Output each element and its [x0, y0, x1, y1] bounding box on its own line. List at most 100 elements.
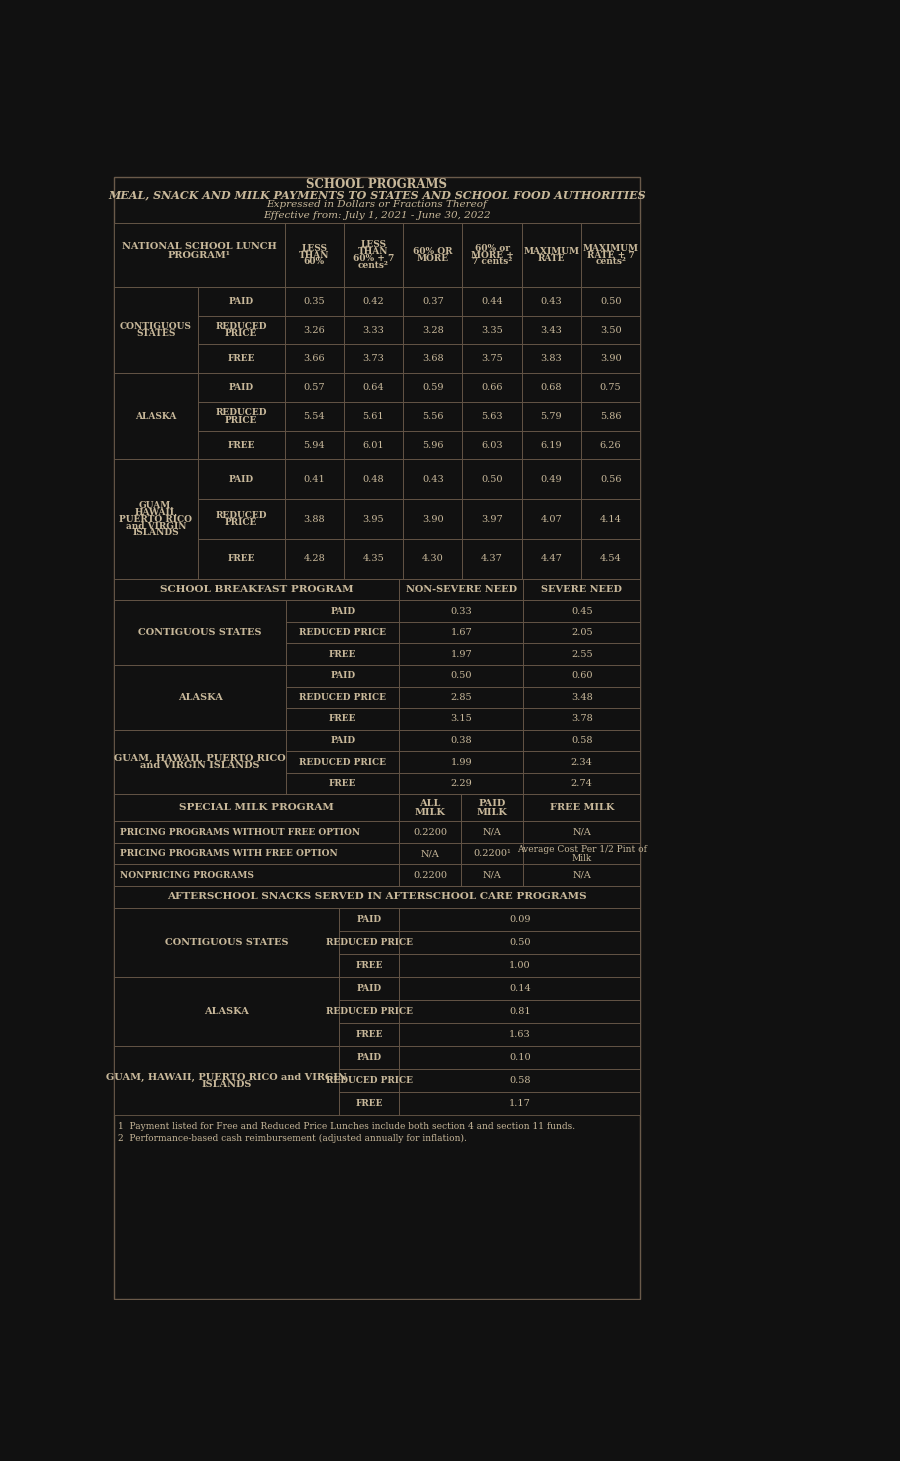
Bar — [198, 539, 284, 579]
Text: 0.60: 0.60 — [571, 671, 592, 681]
Text: 1.67: 1.67 — [450, 628, 472, 637]
Text: REDUCED PRICE: REDUCED PRICE — [299, 758, 386, 767]
Bar — [522, 345, 581, 373]
Bar — [403, 539, 463, 579]
Text: N/A: N/A — [572, 871, 591, 880]
Bar — [284, 500, 344, 539]
Bar — [338, 977, 400, 999]
Text: REDUCED PRICE: REDUCED PRICE — [299, 693, 386, 701]
Text: 60% or: 60% or — [474, 244, 509, 253]
Text: PAID: PAID — [330, 736, 356, 745]
Text: ALL: ALL — [419, 799, 441, 808]
Text: 6.03: 6.03 — [482, 441, 503, 450]
Text: 3.95: 3.95 — [363, 514, 384, 523]
Bar — [114, 459, 198, 579]
Bar — [581, 345, 640, 373]
Bar — [400, 977, 640, 999]
Bar — [198, 345, 284, 373]
Bar — [461, 795, 523, 821]
Bar — [400, 999, 640, 1023]
Bar — [344, 224, 403, 286]
Bar — [284, 402, 344, 431]
Bar — [522, 402, 581, 431]
Bar — [284, 373, 344, 402]
Bar — [581, 402, 640, 431]
Text: SPECIAL MILK PROGRAM: SPECIAL MILK PROGRAM — [179, 804, 334, 812]
Text: 5.96: 5.96 — [422, 441, 444, 450]
Text: REDUCED PRICE: REDUCED PRICE — [326, 1007, 412, 1015]
Bar — [403, 431, 463, 459]
Bar — [198, 402, 284, 431]
Bar — [114, 665, 286, 729]
Text: HAWAII,: HAWAII, — [134, 507, 177, 517]
Bar — [403, 345, 463, 373]
Bar — [403, 316, 463, 345]
Bar — [344, 431, 403, 459]
Text: 0.50: 0.50 — [482, 475, 503, 484]
Bar — [198, 459, 284, 500]
Bar — [523, 709, 640, 729]
Bar — [400, 1046, 640, 1069]
Text: REDUCED PRICE: REDUCED PRICE — [326, 1077, 412, 1086]
Bar — [400, 600, 523, 622]
Text: PAID: PAID — [229, 383, 254, 392]
Bar — [338, 931, 400, 954]
Bar — [284, 539, 344, 579]
Bar — [400, 907, 640, 931]
Text: 3.28: 3.28 — [422, 326, 444, 335]
Text: PAID: PAID — [356, 1053, 382, 1062]
Bar — [198, 373, 284, 402]
Bar — [114, 1046, 338, 1116]
Bar — [284, 431, 344, 459]
Text: NONPRICING PROGRAMS: NONPRICING PROGRAMS — [121, 871, 254, 880]
Bar — [403, 224, 463, 286]
Text: PAID: PAID — [229, 297, 254, 305]
Text: 3.83: 3.83 — [541, 355, 562, 364]
Text: PAID: PAID — [330, 671, 356, 681]
Text: ISLANDS: ISLANDS — [132, 529, 179, 538]
Text: N/A: N/A — [483, 871, 501, 880]
Text: REDUCED: REDUCED — [215, 408, 267, 416]
Bar — [400, 773, 523, 795]
Text: MEAL, SNACK AND MILK PAYMENTS TO STATES AND SCHOOL FOOD AUTHORITIES: MEAL, SNACK AND MILK PAYMENTS TO STATES … — [108, 188, 645, 200]
Bar — [344, 373, 403, 402]
Bar — [344, 286, 403, 316]
Bar — [463, 500, 522, 539]
Bar — [344, 500, 403, 539]
Text: MORE: MORE — [417, 254, 449, 263]
Text: 1.63: 1.63 — [508, 1030, 531, 1039]
Text: NATIONAL SCHOOL LUNCH: NATIONAL SCHOOL LUNCH — [122, 241, 276, 251]
Text: PAID: PAID — [356, 915, 382, 923]
Bar — [461, 843, 523, 865]
Bar — [114, 843, 400, 865]
Text: and VIRGIN ISLANDS: and VIRGIN ISLANDS — [140, 761, 260, 770]
Bar — [198, 431, 284, 459]
Text: 3.33: 3.33 — [363, 326, 384, 335]
Bar — [344, 316, 403, 345]
Text: ISLANDS: ISLANDS — [202, 1080, 252, 1088]
Text: 4.47: 4.47 — [540, 554, 562, 564]
Text: 3.88: 3.88 — [303, 514, 325, 523]
Text: 4.28: 4.28 — [303, 554, 325, 564]
Bar — [286, 751, 400, 773]
Bar — [523, 665, 640, 687]
Bar — [344, 345, 403, 373]
Bar — [523, 643, 640, 665]
Text: MORE +: MORE + — [471, 250, 514, 260]
Text: 4.54: 4.54 — [599, 554, 622, 564]
Text: 0.81: 0.81 — [509, 1007, 531, 1015]
Bar — [523, 622, 640, 643]
Text: CONTIGUOUS STATES: CONTIGUOUS STATES — [165, 938, 288, 947]
Text: Milk: Milk — [572, 853, 592, 863]
Text: 3.15: 3.15 — [450, 714, 472, 723]
Bar — [400, 1069, 640, 1093]
Text: 2.05: 2.05 — [571, 628, 592, 637]
Bar — [522, 316, 581, 345]
Text: 60% OR: 60% OR — [413, 247, 453, 256]
Text: PRICING PROGRAMS WITHOUT FREE OPTION: PRICING PROGRAMS WITHOUT FREE OPTION — [121, 827, 360, 837]
Text: 0.75: 0.75 — [599, 383, 621, 392]
Text: 4.37: 4.37 — [482, 554, 503, 564]
Text: 3.26: 3.26 — [303, 326, 325, 335]
Text: 0.42: 0.42 — [363, 297, 384, 305]
Bar — [284, 286, 344, 316]
